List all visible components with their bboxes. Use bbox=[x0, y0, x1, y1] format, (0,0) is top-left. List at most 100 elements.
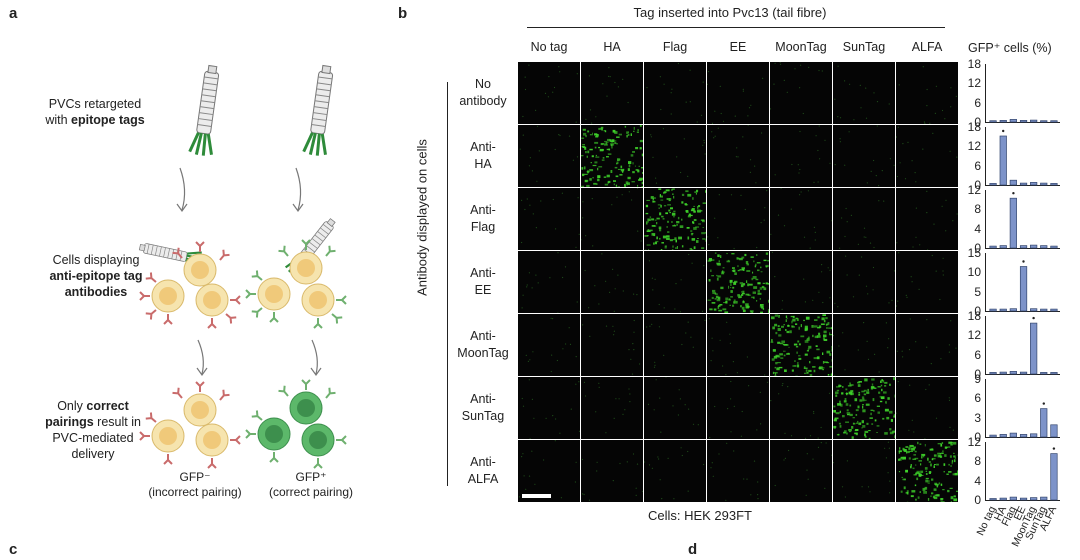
bar bbox=[1050, 183, 1058, 186]
column-label-5: SunTag bbox=[842, 40, 886, 54]
bar bbox=[999, 245, 1007, 249]
bar bbox=[1019, 497, 1028, 501]
row-label-3: Anti- EE bbox=[450, 265, 516, 299]
micrograph-3-4 bbox=[770, 251, 832, 313]
row-label-0: No antibody bbox=[450, 76, 516, 110]
row-label-line2: ALFA bbox=[467, 472, 499, 486]
micrograph-5-6 bbox=[896, 377, 958, 439]
micrograph-5-2 bbox=[644, 377, 706, 439]
micrograph-3-2 bbox=[644, 251, 706, 313]
column-label-4: MoonTag bbox=[775, 40, 827, 54]
bar bbox=[989, 183, 997, 186]
micrograph-4-1 bbox=[581, 314, 643, 376]
step2-bold-2: antibodies bbox=[64, 285, 128, 299]
axis-line bbox=[985, 316, 1060, 375]
y-axis-title: Antibody displayed on cells bbox=[414, 139, 430, 296]
micrograph-3-3 bbox=[707, 251, 769, 313]
bar bbox=[1030, 497, 1038, 501]
bar bbox=[1019, 371, 1028, 375]
axis-line bbox=[985, 379, 1060, 438]
bar-plot-0 bbox=[985, 64, 1060, 123]
step1-plain: with bbox=[45, 113, 72, 127]
micrograph-1-1 bbox=[581, 125, 643, 187]
row-label-line1: Anti- bbox=[470, 455, 496, 469]
row-label-1: Anti- HA bbox=[450, 139, 516, 173]
bar bbox=[1009, 496, 1017, 501]
row-label-line1: Anti- bbox=[470, 329, 496, 343]
cells-gfp-positive bbox=[245, 379, 347, 469]
row-label-line1: No bbox=[475, 77, 491, 91]
y-tick-label: 18 bbox=[967, 120, 981, 134]
scale-bar bbox=[522, 494, 551, 498]
micrograph-0-0 bbox=[518, 62, 580, 124]
bar-plot-5 bbox=[985, 379, 1060, 438]
row-label-line2: antibody bbox=[459, 94, 507, 108]
micrograph-0-1 bbox=[581, 62, 643, 124]
bar bbox=[1019, 434, 1028, 438]
y-tick-label: 15 bbox=[967, 246, 981, 260]
significance-star bbox=[1052, 447, 1056, 450]
bar bbox=[1030, 433, 1038, 438]
y-tick-label: 6 bbox=[974, 95, 981, 110]
y-tick-label: 9 bbox=[974, 372, 981, 386]
micrograph-2-2 bbox=[644, 188, 706, 250]
significance-star bbox=[1042, 402, 1045, 405]
pvc-particle-left bbox=[187, 63, 226, 159]
bar bbox=[1019, 120, 1028, 123]
bar bbox=[1040, 496, 1048, 501]
bar bbox=[1019, 245, 1028, 249]
arrow-icon bbox=[176, 167, 322, 377]
column-label-1: HA bbox=[603, 40, 621, 54]
micrograph-4-6 bbox=[896, 314, 958, 376]
step3-text: Only correct pairings result in PVC-medi… bbox=[18, 398, 168, 462]
bar bbox=[1009, 179, 1017, 186]
gfp-neg-sub: (incorrect pairing) bbox=[148, 485, 242, 499]
bar bbox=[1040, 308, 1048, 312]
step2-line1: Cells displaying bbox=[52, 253, 140, 267]
bar bbox=[989, 245, 997, 249]
cell-cluster-green bbox=[245, 239, 347, 329]
panel-letter-c: c bbox=[9, 541, 18, 558]
bar-plot-2 bbox=[985, 190, 1060, 249]
row-label-line2: Flag bbox=[470, 220, 496, 234]
micrograph-4-0 bbox=[518, 314, 580, 376]
bar-plot-6 bbox=[985, 442, 1060, 501]
step3-line3: PVC-mediated bbox=[52, 431, 134, 445]
micrograph-5-3 bbox=[707, 377, 769, 439]
y-tick-label: 0 bbox=[974, 367, 981, 381]
bar bbox=[1009, 308, 1017, 312]
bar bbox=[1040, 372, 1048, 375]
bar bbox=[999, 434, 1007, 438]
bar bbox=[999, 371, 1007, 375]
micrograph-5-1 bbox=[581, 377, 643, 439]
micrograph-1-3 bbox=[707, 125, 769, 187]
row-label-line2: MoonTag bbox=[457, 346, 509, 360]
row-label-6: Anti- ALFA bbox=[450, 454, 516, 488]
row-label-5: Anti- SunTag bbox=[450, 391, 516, 425]
y-axis-rule bbox=[447, 82, 448, 486]
row-label-4: Anti- MoonTag bbox=[450, 328, 516, 362]
micrograph-1-5 bbox=[833, 125, 895, 187]
y-tick-label: 0 bbox=[974, 115, 981, 129]
bar bbox=[1040, 408, 1048, 438]
y-tick-label: 18 bbox=[967, 57, 981, 71]
y-tick-label: 12 bbox=[967, 435, 981, 449]
bar bbox=[1030, 308, 1038, 312]
y-tick-label: 4 bbox=[974, 221, 981, 236]
micrograph-3-1 bbox=[581, 251, 643, 313]
bar bbox=[1030, 322, 1038, 375]
bar bbox=[999, 120, 1007, 123]
bar bbox=[989, 120, 997, 123]
micrograph-2-4 bbox=[770, 188, 832, 250]
row-label-line1: Anti- bbox=[470, 203, 496, 217]
row-label-line1: Anti- bbox=[470, 392, 496, 406]
micrograph-3-0 bbox=[518, 251, 580, 313]
column-label-3: EE bbox=[729, 40, 747, 54]
step1-line2: with epitope tags bbox=[20, 112, 170, 128]
axis-line bbox=[985, 64, 1060, 123]
axis-line bbox=[985, 442, 1060, 501]
y-tick-label: 8 bbox=[974, 454, 981, 469]
row-label-line2: HA bbox=[474, 157, 492, 171]
bar bbox=[989, 372, 997, 375]
y-tick-label: 8 bbox=[974, 202, 981, 217]
